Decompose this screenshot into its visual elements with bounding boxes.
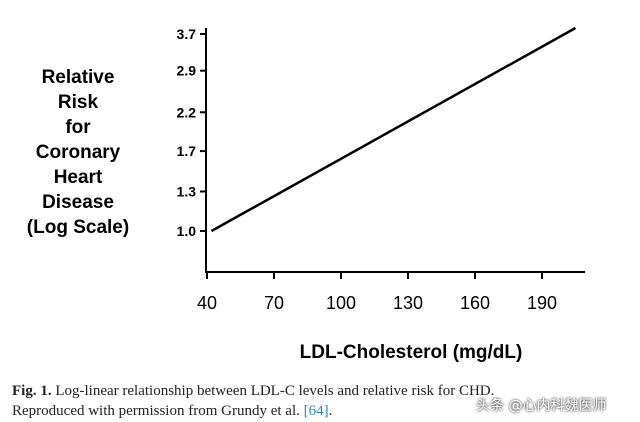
x-tick-label: 40: [197, 293, 217, 313]
x-tick-label: 70: [264, 293, 284, 313]
x-tick-label: 130: [393, 293, 423, 313]
watermark: 头条 @心内科魏医师: [476, 398, 607, 414]
caption-end: .: [328, 403, 333, 419]
y-axis-label-line: Coronary: [36, 142, 121, 163]
y-axis-label-line: Relative: [42, 67, 115, 88]
y-axis-label-line: for: [65, 117, 91, 138]
y-tick-label: 3.7: [177, 26, 197, 42]
chart: Relative Risk for Coronary Heart Disease (Log …: [27, 26, 585, 363]
caption-text-line2: Reproduced with permission from Grundy e…: [12, 403, 300, 419]
y-tick-label: 1.3: [177, 183, 197, 199]
caption-text-line1: Log-linear relationship between LDL-C le…: [55, 383, 495, 399]
y-tick-label: 1.0: [177, 223, 197, 239]
y-tick-label: 2.2: [177, 104, 197, 120]
y-tick-label: 1.7: [177, 143, 197, 159]
y-tick-label: 2.9: [177, 63, 197, 79]
y-axis-label-line: Risk: [58, 92, 99, 113]
figure-caption: Fig. 1. Log-linear relationship between …: [12, 381, 612, 421]
x-tick-label: 190: [527, 293, 557, 313]
x-tick-label: 100: [326, 293, 356, 313]
y-axis-label: Relative Risk for Coronary Heart Disease (Log …: [27, 67, 129, 238]
x-axis-ticks: 40 70 100 130 160 190: [197, 272, 557, 313]
series-line: [210, 26, 577, 233]
y-axis-ticks: 1.0 1.3 1.7 2.2 2.9 3.7: [177, 26, 206, 239]
y-axis-label-line: Heart: [54, 167, 103, 188]
x-tick-label: 160: [460, 293, 490, 313]
series-group: [210, 26, 577, 233]
y-axis-label-line: (Log Scale): [27, 217, 129, 238]
caption-reference-link[interactable]: [64]: [303, 403, 329, 419]
y-axis-label-line: Disease: [42, 192, 114, 213]
x-axis-title: LDL-Cholesterol (mg/dL): [300, 342, 523, 363]
caption-label: Fig. 1.: [12, 383, 52, 399]
